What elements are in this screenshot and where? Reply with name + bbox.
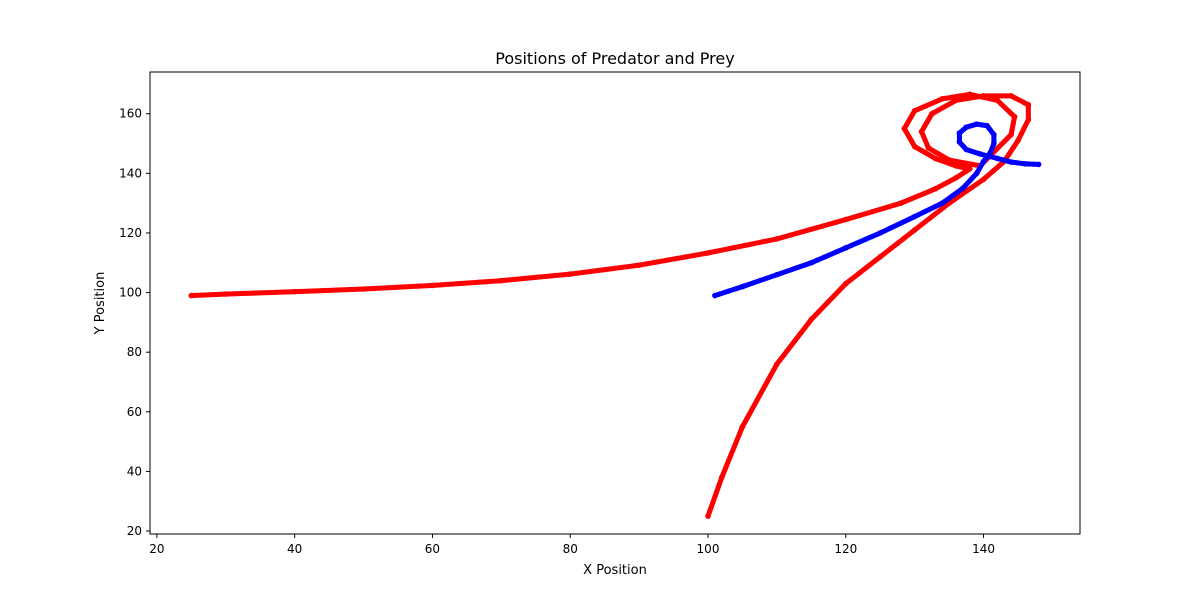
- x-tick-label: 60: [425, 542, 440, 556]
- series-0-point: [1008, 93, 1014, 99]
- series-0-point: [429, 282, 436, 289]
- series-0-point: [222, 291, 229, 297]
- series-0-point: [932, 186, 939, 192]
- series-0-point: [1008, 131, 1014, 138]
- x-tick-label: 20: [149, 542, 164, 556]
- x-axis-label: X Position: [583, 563, 647, 578]
- series-0-point: [980, 176, 987, 183]
- y-tick-label: 80: [127, 345, 142, 359]
- series-0-point: [966, 166, 973, 172]
- x-tick-label: 120: [834, 542, 857, 556]
- series-0-point: [774, 236, 780, 242]
- series-0-point: [980, 93, 987, 99]
- series-0-point: [953, 163, 959, 169]
- y-tick-label: 160: [119, 107, 142, 121]
- series-0-point: [1015, 137, 1021, 144]
- series-1-point: [987, 149, 994, 156]
- series-1-point: [808, 259, 815, 266]
- x-tick-label: 40: [287, 542, 302, 556]
- y-tick-label: 120: [119, 226, 142, 240]
- series-1-point: [1022, 161, 1028, 167]
- series-0-point: [360, 286, 367, 292]
- y-tick-label: 20: [127, 524, 142, 538]
- series-0-point: [918, 128, 925, 135]
- series-0: [188, 91, 1032, 519]
- series-0-point: [898, 200, 904, 206]
- series-1-point: [991, 140, 997, 147]
- series-1-point: [712, 292, 718, 299]
- series-1-point: [963, 124, 970, 130]
- plot-frame: [149, 71, 1081, 535]
- series-0-point: [877, 253, 884, 260]
- x-tick-label: 100: [697, 542, 720, 556]
- series-1-point: [991, 131, 997, 138]
- series-1-point: [739, 283, 746, 290]
- series-0-point: [636, 262, 642, 268]
- series-1-point: [1035, 161, 1042, 168]
- series-1-point: [960, 185, 966, 192]
- series-0-point: [567, 271, 574, 277]
- series-1-point: [973, 121, 980, 127]
- series-0-point: [1025, 101, 1032, 108]
- series-1-point: [842, 245, 849, 251]
- series-0-point: [953, 97, 959, 104]
- series-0-point: [1025, 116, 1032, 123]
- series-1-point: [963, 146, 970, 153]
- series-0-point: [911, 227, 918, 233]
- series-1-point: [911, 213, 918, 220]
- y-axis-label: Y Position: [93, 272, 108, 336]
- series-1-point: [774, 271, 780, 278]
- chart-title: Positions of Predator and Prey: [495, 49, 734, 68]
- series-0-point: [739, 423, 746, 430]
- series-0-point: [705, 250, 711, 256]
- series-1-point: [977, 151, 983, 157]
- series-0-point: [994, 97, 1001, 104]
- x-axis: 20 40 60 80 100 120 140: [149, 534, 995, 556]
- series-0-point: [932, 155, 939, 162]
- series-1-point: [980, 158, 987, 165]
- series-1-point: [1008, 159, 1014, 165]
- y-tick-label: 140: [119, 166, 142, 180]
- series-1-point: [984, 122, 990, 129]
- series-0-point: [966, 91, 973, 98]
- series-0-point: [842, 280, 849, 287]
- series-0-point: [929, 110, 935, 117]
- series-0-point: [291, 288, 298, 295]
- series-1-point: [956, 130, 963, 136]
- series-0-point: [808, 316, 815, 323]
- series-0-point: [925, 145, 932, 151]
- series-0-point: [953, 175, 959, 181]
- series-layer: [188, 91, 1042, 519]
- x-tick-label: 140: [972, 542, 995, 556]
- series-1-point: [994, 155, 1001, 162]
- series-1-point: [956, 139, 963, 145]
- y-tick-label: 100: [119, 286, 142, 300]
- series-1-point: [939, 200, 946, 206]
- series-0-point: [939, 96, 946, 102]
- series-1-point: [973, 170, 980, 177]
- series-1-point: [877, 230, 884, 236]
- series-0-point: [774, 361, 780, 367]
- series-0-point: [911, 107, 918, 114]
- series-0-point: [842, 216, 849, 223]
- series-1: [712, 121, 1042, 299]
- y-axis: 20 40 60 80 100 120 140 160: [119, 107, 150, 538]
- series-0-point: [718, 474, 725, 481]
- series-0-point: [911, 143, 918, 150]
- series-0-point: [901, 125, 908, 132]
- series-0-point: [705, 513, 711, 519]
- series-0-point: [1011, 113, 1018, 120]
- series-0-point: [946, 157, 952, 163]
- series-0-point: [498, 277, 505, 284]
- x-tick-label: 80: [563, 542, 578, 556]
- series-0-point: [188, 292, 195, 299]
- y-tick-label: 60: [127, 405, 142, 419]
- y-tick-label: 40: [127, 464, 142, 478]
